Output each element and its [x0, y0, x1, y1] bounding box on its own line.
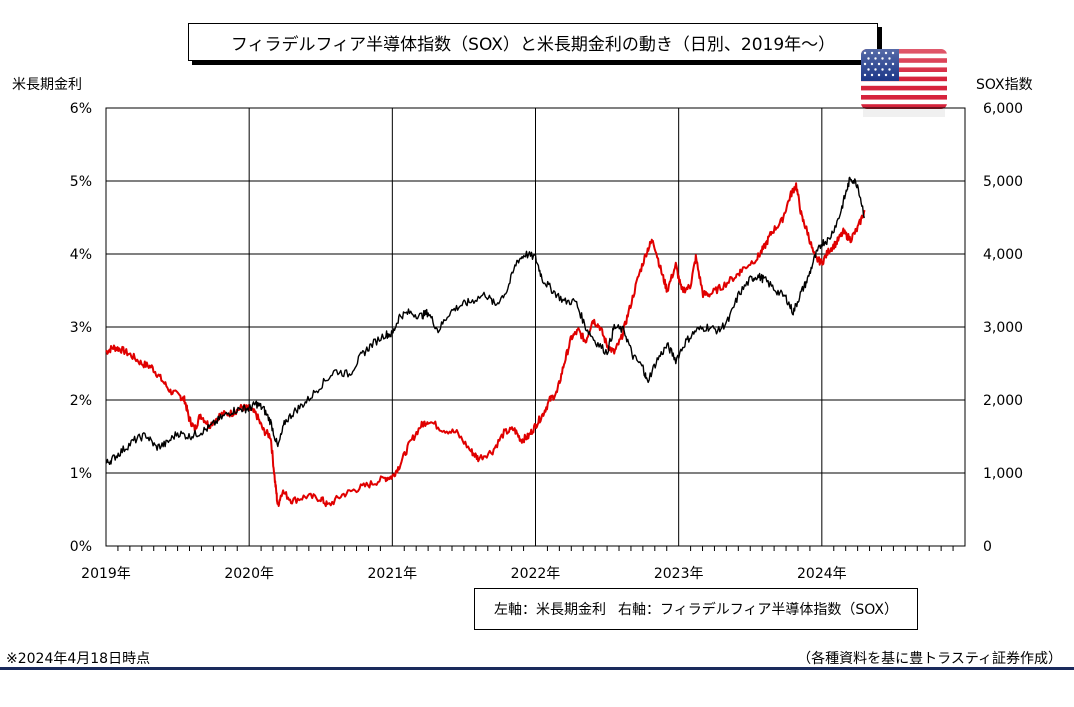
left-tick-label: 5%	[70, 174, 92, 190]
right-axis-title: SOX指数	[976, 77, 1033, 93]
x-tick-label: 2024年	[797, 566, 847, 582]
right-tick-label: 2,000	[983, 393, 1023, 409]
right-tick-label: 6,000	[983, 101, 1023, 117]
right-tick-label: 3,000	[983, 320, 1023, 336]
x-tick-label: 2019年	[81, 566, 131, 582]
footnote-date: ※2024年4月18日時点	[6, 651, 151, 667]
footnote-source: （各種資料を基に豊トラスティ証券作成）	[797, 651, 1062, 667]
legend: 左軸：米長期金利 右軸：フィラデルフィア半導体指数（SOX）	[474, 588, 918, 630]
x-tick-label: 2022年	[511, 566, 561, 582]
x-tick-label: 2020年	[224, 566, 274, 582]
x-tick-label: 2023年	[654, 566, 704, 582]
right-tick-label: 1,000	[983, 466, 1023, 482]
legend-right-axis: 右軸：フィラデルフィア半導体指数（SOX）	[617, 602, 899, 618]
left-tick-label: 3%	[70, 320, 92, 336]
left-tick-label: 0%	[70, 539, 92, 555]
right-tick-label: 4,000	[983, 247, 1023, 263]
series-line-us-yield	[105, 182, 866, 508]
left-tick-label: 2%	[70, 393, 92, 409]
x-tick-label: 2021年	[368, 566, 418, 582]
footer-rule	[0, 667, 1074, 670]
right-tick-label: 0	[983, 539, 992, 555]
chart-title: フィラデルフィア半導体指数（SOX）と米長期金利の動き（日別、2019年～）	[188, 23, 878, 61]
left-axis-title: 米長期金利	[12, 77, 82, 93]
right-tick-label: 5,000	[983, 174, 1023, 190]
left-tick-label: 6%	[70, 101, 92, 117]
legend-left-axis: 左軸：米長期金利	[493, 602, 606, 618]
left-tick-label: 4%	[70, 247, 92, 263]
series-line-sox	[105, 176, 865, 465]
us-flag-icon	[861, 49, 947, 121]
left-tick-label: 1%	[70, 466, 92, 482]
